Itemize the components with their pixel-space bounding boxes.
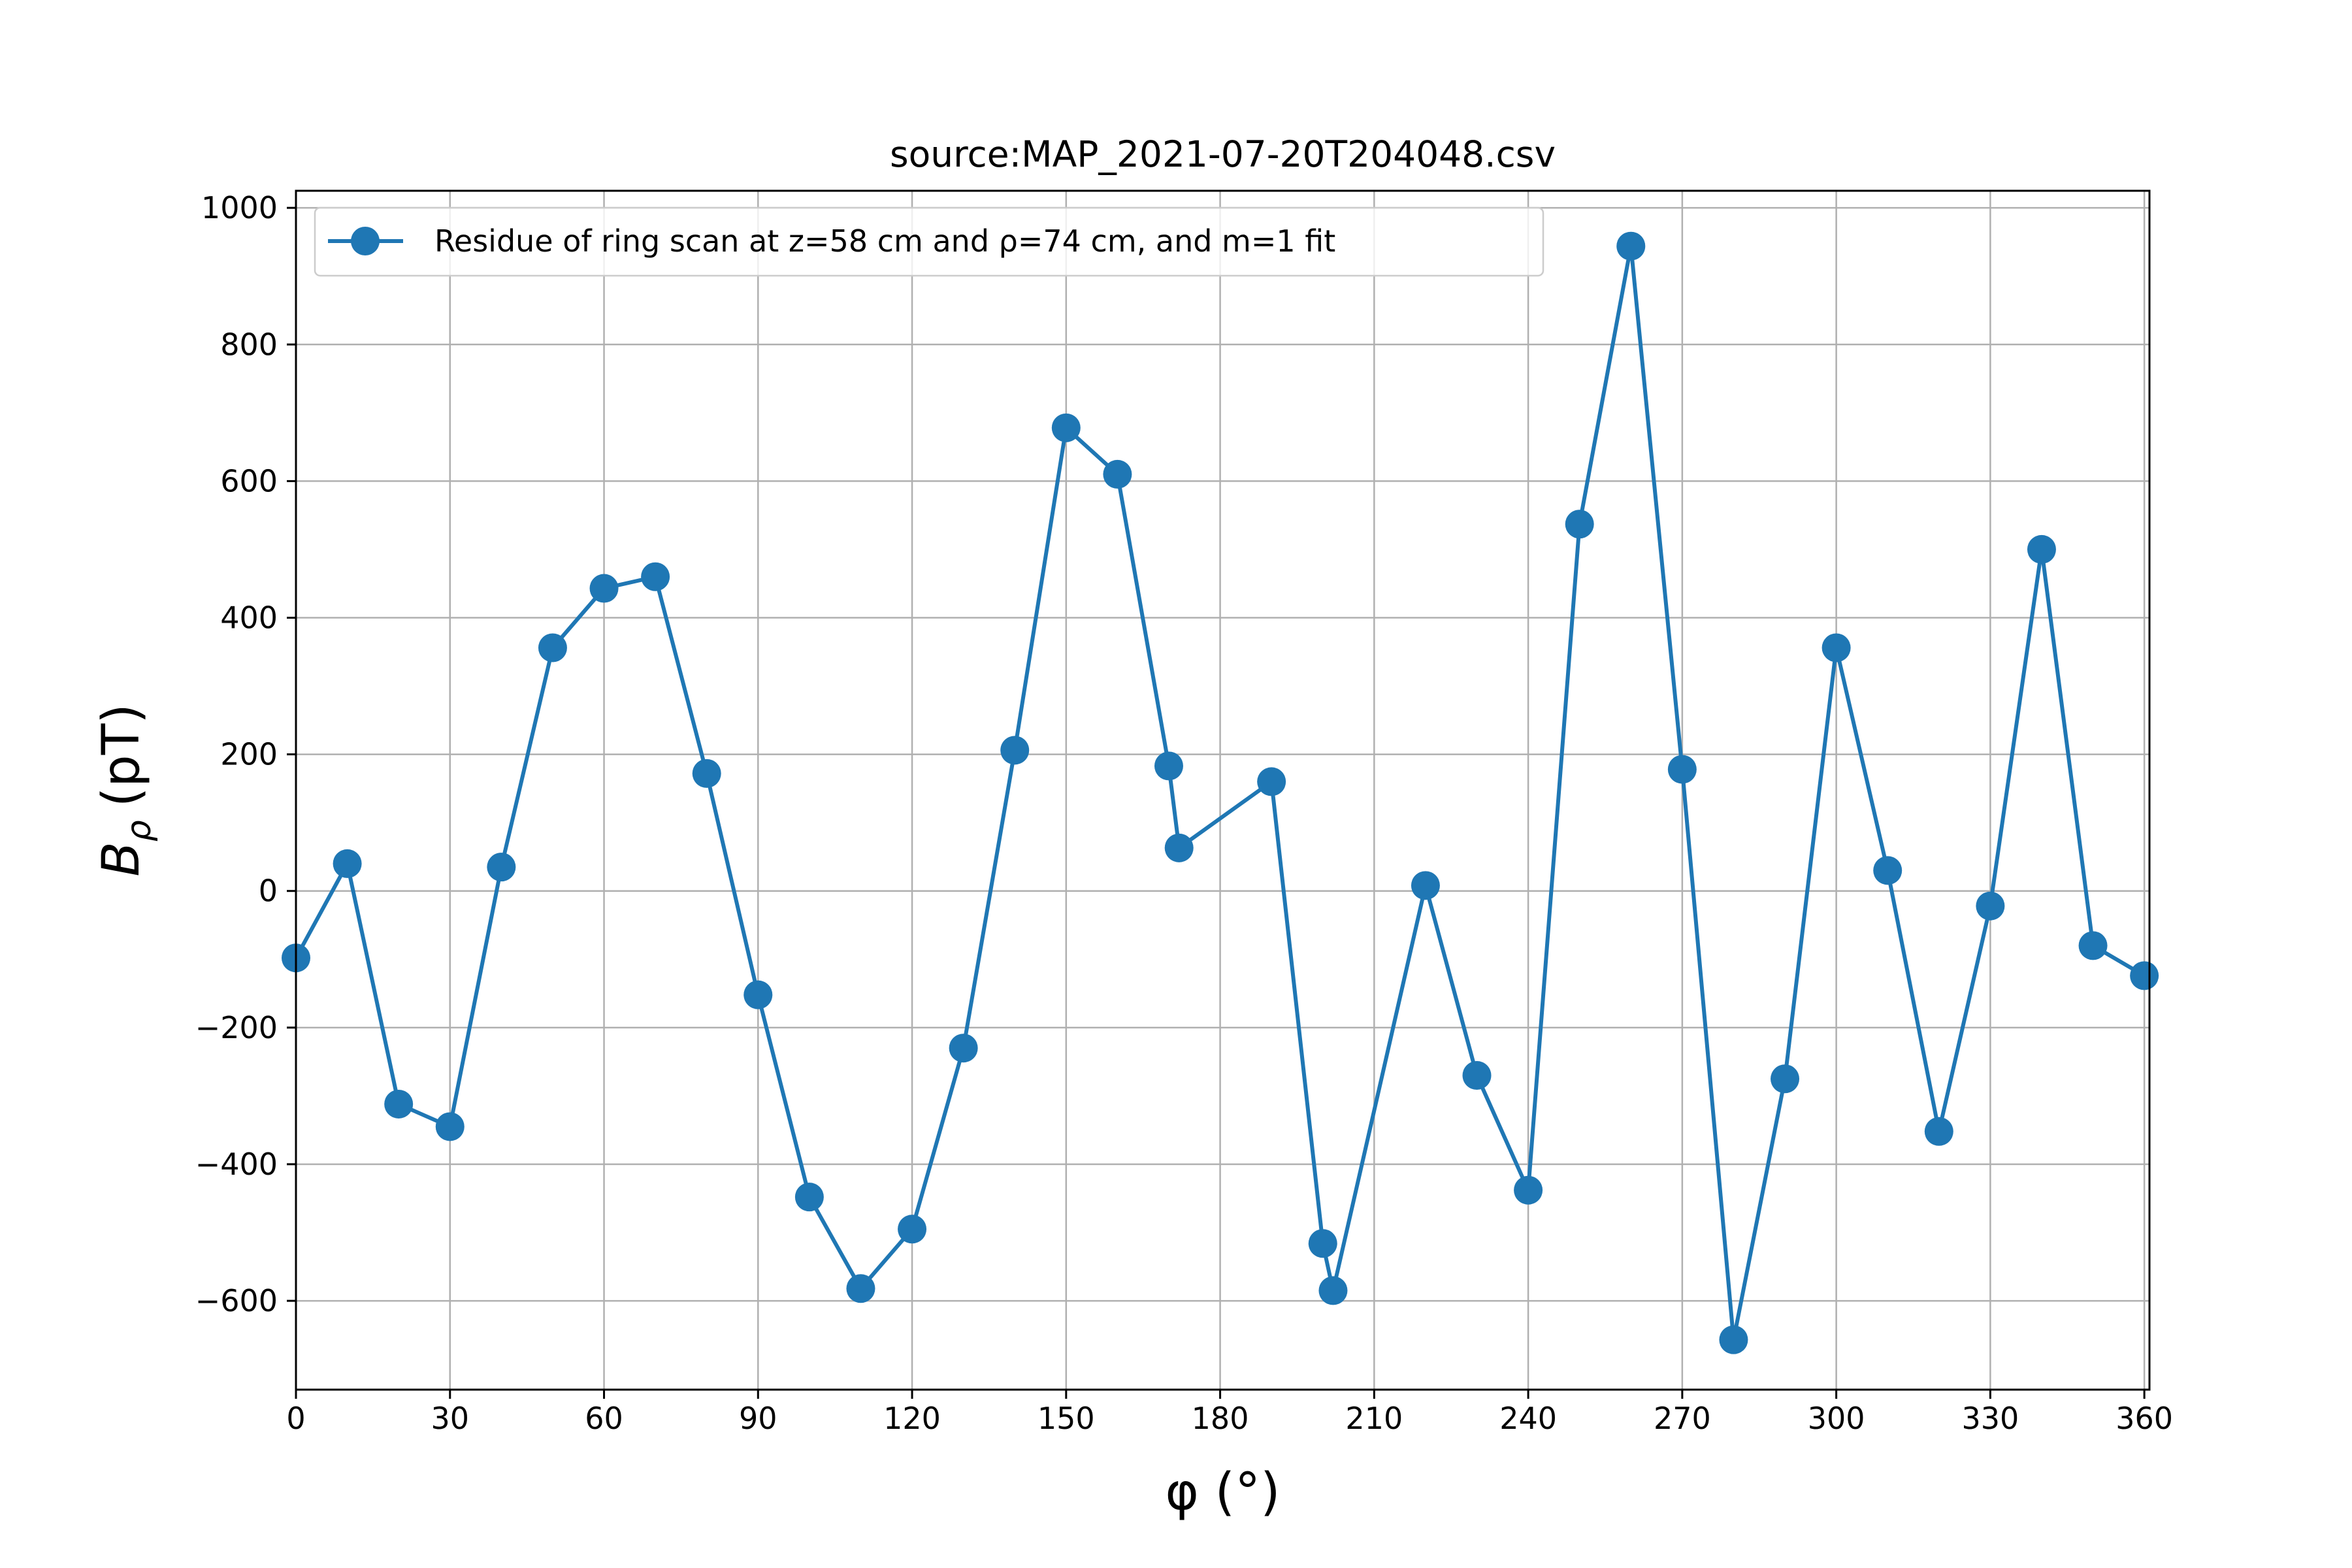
data-point xyxy=(384,1089,414,1119)
y-axis-label: Bρ (pT) xyxy=(92,704,159,877)
data-point xyxy=(1976,891,2005,921)
y-tick-label: 200 xyxy=(220,737,278,772)
x-tick-label: 180 xyxy=(1192,1401,1249,1436)
y-tick-label: −200 xyxy=(195,1010,278,1045)
y-axis-label-subscript: ρ xyxy=(120,820,159,841)
data-point xyxy=(333,849,362,878)
data-point xyxy=(1821,633,1851,662)
data-point xyxy=(1667,755,1697,784)
data-point xyxy=(1462,1061,1492,1090)
data-point xyxy=(435,1112,465,1141)
data-point xyxy=(1103,459,1132,489)
x-tick-label: 30 xyxy=(431,1401,469,1436)
x-axis-label: φ (°) xyxy=(1165,1463,1280,1522)
y-tick-label: 1000 xyxy=(201,190,278,225)
legend: Residue of ring scan at z=58 cm and ρ=74… xyxy=(314,206,1544,277)
data-point xyxy=(1719,1325,1748,1354)
y-tick-label: 0 xyxy=(259,874,278,909)
data-point xyxy=(898,1215,927,1244)
x-tick-label: 120 xyxy=(883,1401,941,1436)
legend-marker xyxy=(351,227,380,255)
x-tick-label: 210 xyxy=(1345,1401,1403,1436)
x-tick-label: 270 xyxy=(1654,1401,1711,1436)
data-point xyxy=(949,1034,978,1063)
data-point xyxy=(487,853,516,882)
legend-label: Residue of ring scan at z=58 cm and ρ=74… xyxy=(434,223,1335,259)
data-point xyxy=(1000,736,1030,765)
data-series xyxy=(282,231,2159,1354)
x-tick-label: 90 xyxy=(739,1401,777,1436)
x-tick-label: 150 xyxy=(1037,1401,1095,1436)
y-axis-label-unit: (pT) xyxy=(92,704,151,807)
data-point xyxy=(538,633,567,662)
x-tick-label: 330 xyxy=(1961,1401,2019,1436)
y-tick-label: 400 xyxy=(220,600,278,635)
data-point xyxy=(1318,1276,1348,1305)
y-tick-label: 800 xyxy=(220,327,278,362)
data-point xyxy=(1924,1117,1953,1146)
y-axis-ticks: −600 −400 −200 0 200 400 600 800 1000 xyxy=(195,190,296,1318)
y-axis-label-symbol: B xyxy=(92,841,151,877)
data-point xyxy=(641,562,670,591)
data-point xyxy=(1771,1064,1800,1094)
data-point xyxy=(2130,961,2159,990)
x-tick-label: 60 xyxy=(585,1401,623,1436)
x-tick-label: 0 xyxy=(286,1401,305,1436)
x-axis-ticks: 0 30 60 90 120 150 180 210 240 270 300 330 360 xyxy=(286,1390,2173,1436)
x-tick-label: 300 xyxy=(1808,1401,1865,1436)
data-point xyxy=(1308,1229,1337,1258)
data-point xyxy=(2027,534,2056,564)
data-point xyxy=(1616,231,1646,261)
y-tick-label: 600 xyxy=(220,463,278,498)
data-point xyxy=(794,1183,824,1212)
y-tick-label: −400 xyxy=(195,1147,278,1182)
chart-title: source:MAP_2021-07-20T204048.csv xyxy=(890,133,1556,175)
data-point xyxy=(1257,767,1286,796)
data-point xyxy=(2078,931,2108,960)
data-point xyxy=(692,759,721,788)
data-point xyxy=(1164,833,1194,862)
y-tick-label: −600 xyxy=(195,1283,278,1318)
data-point xyxy=(1565,510,1594,539)
data-point xyxy=(589,574,619,603)
x-tick-label: 240 xyxy=(1499,1401,1557,1436)
legend-box xyxy=(314,206,1544,277)
plot-frame xyxy=(295,189,2151,1391)
data-point xyxy=(743,980,773,1009)
data-point xyxy=(846,1274,875,1303)
data-point xyxy=(1154,751,1183,781)
data-point xyxy=(1051,413,1081,442)
data-point xyxy=(1514,1175,1543,1205)
data-point xyxy=(1411,871,1440,900)
x-tick-label: 360 xyxy=(2115,1401,2173,1436)
data-point xyxy=(1873,856,1903,885)
